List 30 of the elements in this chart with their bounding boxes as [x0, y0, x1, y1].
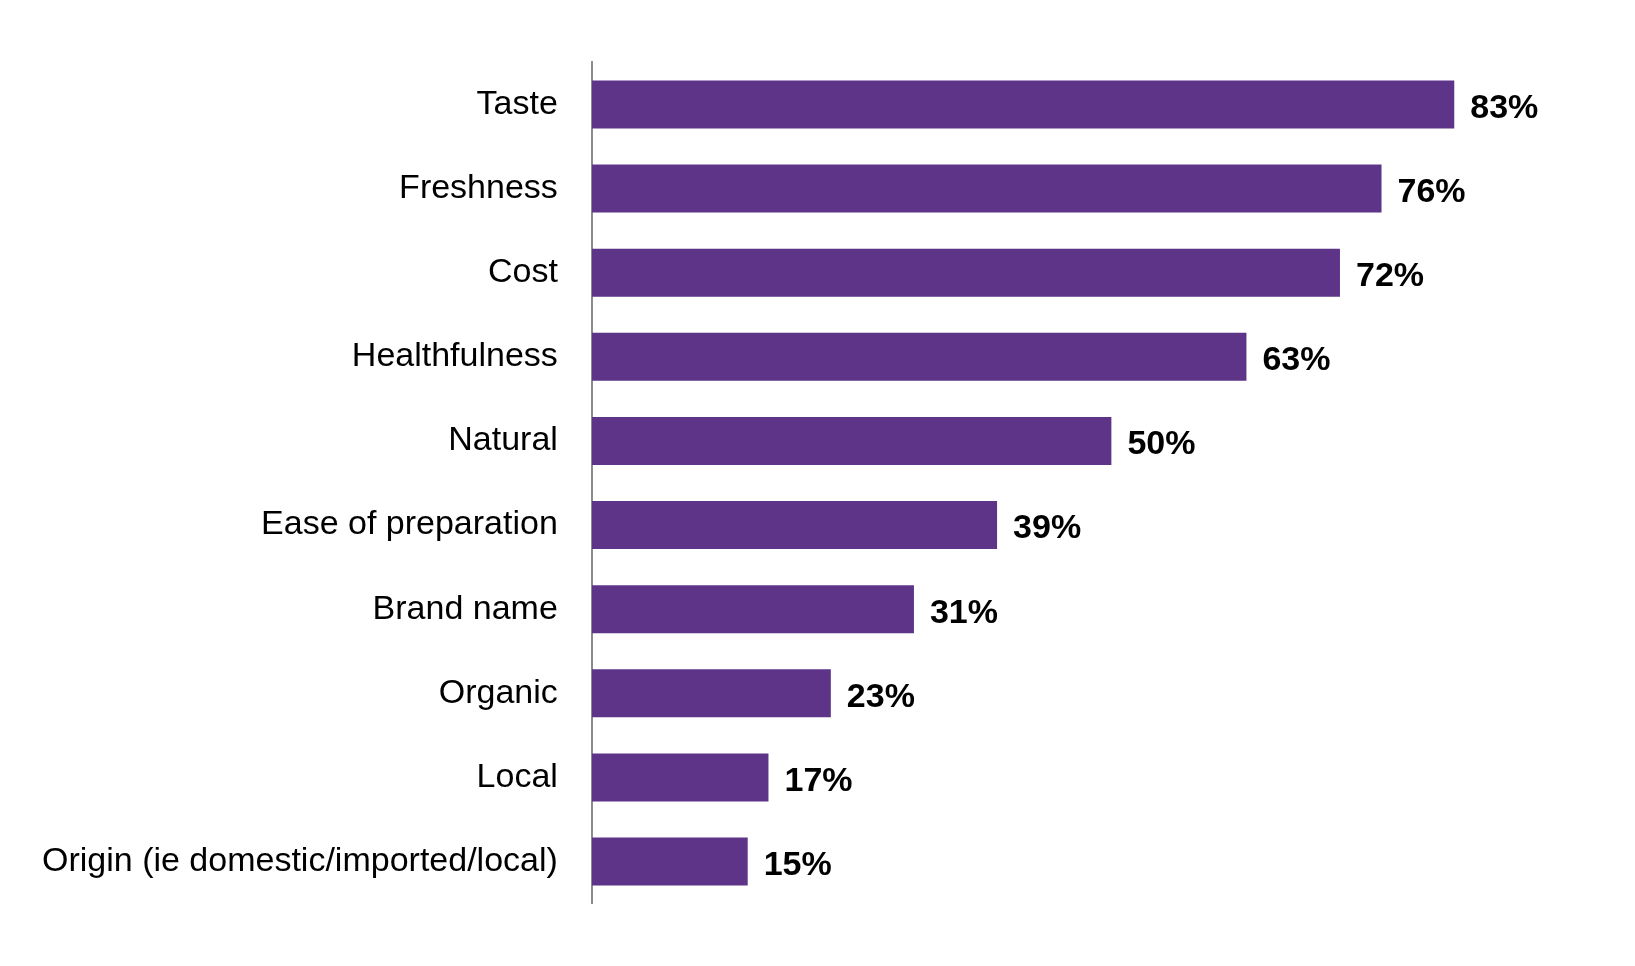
y-tick-label: Taste	[476, 82, 558, 121]
data-label: 17%	[784, 759, 853, 798]
y-tick-label: Ease of preparation	[261, 503, 558, 542]
bar	[591, 669, 831, 718]
y-tick-label: Organic	[438, 671, 558, 710]
bar	[591, 837, 748, 886]
data-label: 39%	[1013, 507, 1082, 546]
data-label: 63%	[1262, 339, 1331, 378]
bar	[591, 164, 1382, 213]
bar	[591, 585, 914, 634]
data-label: 76%	[1397, 170, 1466, 209]
bar	[591, 332, 1247, 381]
y-tick-label: Natural	[448, 419, 558, 458]
bar	[591, 753, 769, 802]
data-label: 72%	[1355, 255, 1425, 294]
y-tick-label: Local	[476, 755, 558, 794]
bar	[591, 416, 1112, 465]
data-label: 31%	[929, 591, 999, 630]
bar	[591, 80, 1455, 129]
data-label: 15%	[763, 843, 832, 882]
y-tick-label: Origin (ie domestic/imported/local)	[42, 839, 558, 878]
y-tick-label: Brand name	[372, 587, 558, 626]
bar	[591, 501, 998, 550]
y-tick-label: Healthfulness	[351, 335, 558, 374]
data-label: 50%	[1127, 423, 1196, 462]
data-label: 23%	[846, 675, 915, 714]
bar	[591, 248, 1340, 297]
y-tick-label: Freshness	[399, 166, 558, 205]
y-tick-label: Cost	[487, 251, 559, 290]
data-label: 83%	[1470, 86, 1539, 125]
